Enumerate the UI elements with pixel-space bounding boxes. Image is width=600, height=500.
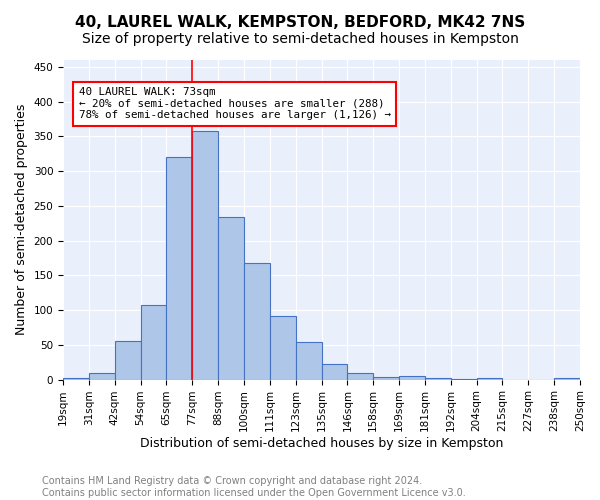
Bar [244, 263, 270, 380]
Bar [322, 364, 347, 380]
Bar [192, 131, 218, 380]
Text: 40, LAUREL WALK, KEMPSTON, BEDFORD, MK42 7NS: 40, LAUREL WALK, KEMPSTON, BEDFORD, MK42… [75, 15, 525, 30]
Bar [554, 378, 580, 380]
Text: 40 LAUREL WALK: 73sqm
← 20% of semi-detached houses are smaller (288)
78% of sem: 40 LAUREL WALK: 73sqm ← 20% of semi-deta… [79, 87, 391, 120]
Bar [373, 377, 399, 380]
Bar [63, 378, 89, 380]
Text: Size of property relative to semi-detached houses in Kempston: Size of property relative to semi-detach… [82, 32, 518, 46]
Y-axis label: Number of semi-detached properties: Number of semi-detached properties [15, 104, 28, 336]
Bar [425, 378, 451, 380]
Bar [451, 379, 476, 380]
Bar [347, 372, 373, 380]
Text: Contains HM Land Registry data © Crown copyright and database right 2024.
Contai: Contains HM Land Registry data © Crown c… [42, 476, 466, 498]
Bar [476, 378, 502, 380]
Bar [399, 376, 425, 380]
X-axis label: Distribution of semi-detached houses by size in Kempston: Distribution of semi-detached houses by … [140, 437, 503, 450]
Bar [218, 217, 244, 380]
Bar [115, 342, 140, 380]
Bar [270, 316, 296, 380]
Bar [166, 156, 192, 380]
Bar [296, 342, 322, 380]
Bar [89, 374, 115, 380]
Bar [140, 304, 166, 380]
